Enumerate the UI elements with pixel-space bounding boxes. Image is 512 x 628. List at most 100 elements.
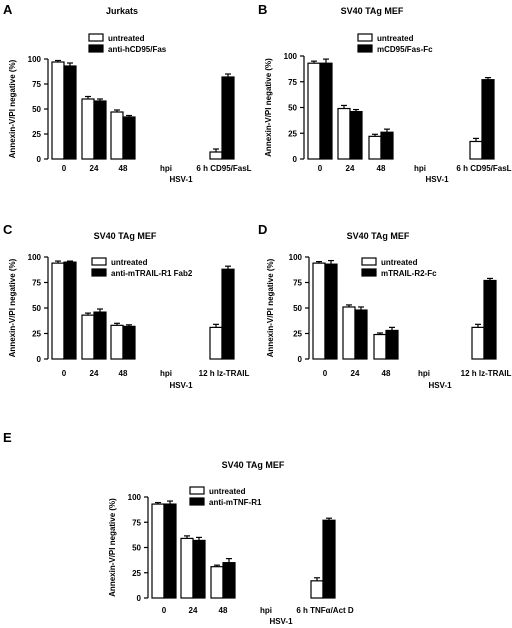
y-tick-label: 0 <box>137 594 142 603</box>
bar-untreated <box>209 326 223 360</box>
x-tick-label: 0 <box>62 164 67 173</box>
x-tick-label-hpi: hpi <box>414 164 426 173</box>
y-tick-label: 50 <box>32 304 41 313</box>
x-axis-label: HSV-1 <box>425 175 449 184</box>
legend-label: untreated <box>377 34 414 43</box>
panel-a: A Jurkats 0 25 50 75 100 Annexin-V/PI negative … <box>3 2 252 184</box>
panel-letter: D <box>258 222 267 237</box>
x-tick-label-treatment: 6 h CD95/FasL <box>456 164 511 173</box>
bar-treated <box>192 539 206 599</box>
bar-treated <box>222 562 236 599</box>
legend-label: anti-mTNF-R1 <box>209 498 262 507</box>
x-tick-label-hpi: hpi <box>260 606 272 615</box>
bar-treated <box>93 311 107 360</box>
y-tick-label: 0 <box>298 355 303 364</box>
panel-title: Jurkats <box>106 6 138 16</box>
x-tick-label: 0 <box>62 369 67 378</box>
bar-untreated <box>110 111 124 160</box>
y-tick-label: 75 <box>132 518 141 527</box>
y-tick-label: 100 <box>128 493 142 502</box>
x-tick-label-treatment: 12 h lz-TRAIL <box>199 369 250 378</box>
bar-untreated <box>368 135 382 160</box>
panel-c: C SV40 TAg MEF 0 25 50 75 100 Annexin-V/PI nega… <box>3 222 249 390</box>
bar-untreated <box>51 262 65 360</box>
legend-swatch-untreated <box>88 33 104 42</box>
bar-treated <box>322 519 336 599</box>
legend-swatch-treated <box>361 268 377 277</box>
legend-label: untreated <box>381 258 418 267</box>
y-tick-label: 100 <box>28 55 42 64</box>
y-tick-label: 75 <box>32 279 41 288</box>
y-tick-label: 0 <box>37 155 42 164</box>
bar-treated <box>63 261 77 360</box>
bar-treated <box>122 116 136 160</box>
x-tick-label: 48 <box>382 369 391 378</box>
y-tick-label: 25 <box>293 330 302 339</box>
bar-untreated <box>337 107 351 160</box>
y-tick-label: 50 <box>293 304 302 313</box>
y-tick-label: 25 <box>132 569 141 578</box>
legend-label: untreated <box>209 487 246 496</box>
x-tick-label: 48 <box>219 606 228 615</box>
y-axis-label: Annexin-V/PI negative (%) <box>108 498 117 597</box>
bar-treated <box>221 76 235 160</box>
bar-untreated <box>110 324 124 360</box>
x-tick-label: 0 <box>318 164 323 173</box>
bar-treated <box>349 111 363 160</box>
bar-treated <box>221 268 235 360</box>
bar-treated <box>385 329 399 360</box>
legend-swatch-treated <box>91 268 107 277</box>
x-tick-label: 0 <box>323 369 328 378</box>
panel-title: SV40 TAg MEF <box>347 231 410 241</box>
y-tick-label: 50 <box>32 105 41 114</box>
x-tick-label: 24 <box>189 606 198 615</box>
legend-swatch-treated <box>189 497 205 506</box>
x-tick-label: 24 <box>351 369 360 378</box>
x-tick-label-hpi: hpi <box>160 164 172 173</box>
y-tick-label: 75 <box>293 279 302 288</box>
x-tick-label: 0 <box>162 606 167 615</box>
bar-untreated <box>81 314 95 360</box>
y-tick-label: 0 <box>37 355 42 364</box>
x-axis-label: HSV-1 <box>269 617 293 626</box>
y-tick-label: 25 <box>32 130 41 139</box>
y-tick-label: 100 <box>284 52 298 61</box>
legend-swatch-untreated <box>189 486 205 495</box>
y-tick-label: 50 <box>288 104 297 113</box>
x-tick-label: 48 <box>119 369 128 378</box>
y-axis-label: Annexin-V/PI negative (%) <box>264 58 273 157</box>
bar-untreated <box>310 580 324 599</box>
bar-untreated <box>469 140 483 160</box>
panel-title: SV40 TAg MEF <box>222 460 285 470</box>
bar-untreated <box>342 306 356 360</box>
legend-swatch-treated <box>357 44 373 53</box>
panel-letter: C <box>3 222 13 237</box>
x-tick-label-treatment: 6 h TNFα/Act D <box>296 606 354 615</box>
bar-treated <box>163 503 177 599</box>
y-tick-label: 0 <box>293 155 298 164</box>
x-tick-label: 48 <box>377 164 386 173</box>
legend-label: untreated <box>111 258 148 267</box>
legend-label: anti-mTRAIL-R1 Fab2 <box>111 269 193 278</box>
y-tick-label: 100 <box>28 253 42 262</box>
x-tick-label: 24 <box>346 164 355 173</box>
x-axis-label: HSV-1 <box>169 381 193 390</box>
x-tick-label-treatment: 12 h lz-TRAIL <box>461 369 512 378</box>
legend-label: untreated <box>108 34 145 43</box>
bar-untreated <box>210 566 224 599</box>
bar-treated <box>481 79 495 160</box>
bar-treated <box>63 65 77 160</box>
bar-treated <box>354 309 368 360</box>
bar-untreated <box>180 537 194 599</box>
bar-treated <box>122 325 136 360</box>
legend-label: anti-hCD95/Fas <box>108 45 167 54</box>
bar-treated <box>93 100 107 160</box>
bar-treated <box>380 131 394 160</box>
bar-treated <box>483 279 497 360</box>
panel-b: B SV40 TAg MEF 0 25 50 75 100 Annexin-V/PI nega… <box>258 2 512 184</box>
panel-d: D SV40 TAg MEF 0 25 50 75 100 Annexin-V/PI nega… <box>258 222 511 390</box>
bar-untreated <box>312 262 326 360</box>
bar-untreated <box>151 503 165 599</box>
panel-letter: E <box>3 430 12 445</box>
